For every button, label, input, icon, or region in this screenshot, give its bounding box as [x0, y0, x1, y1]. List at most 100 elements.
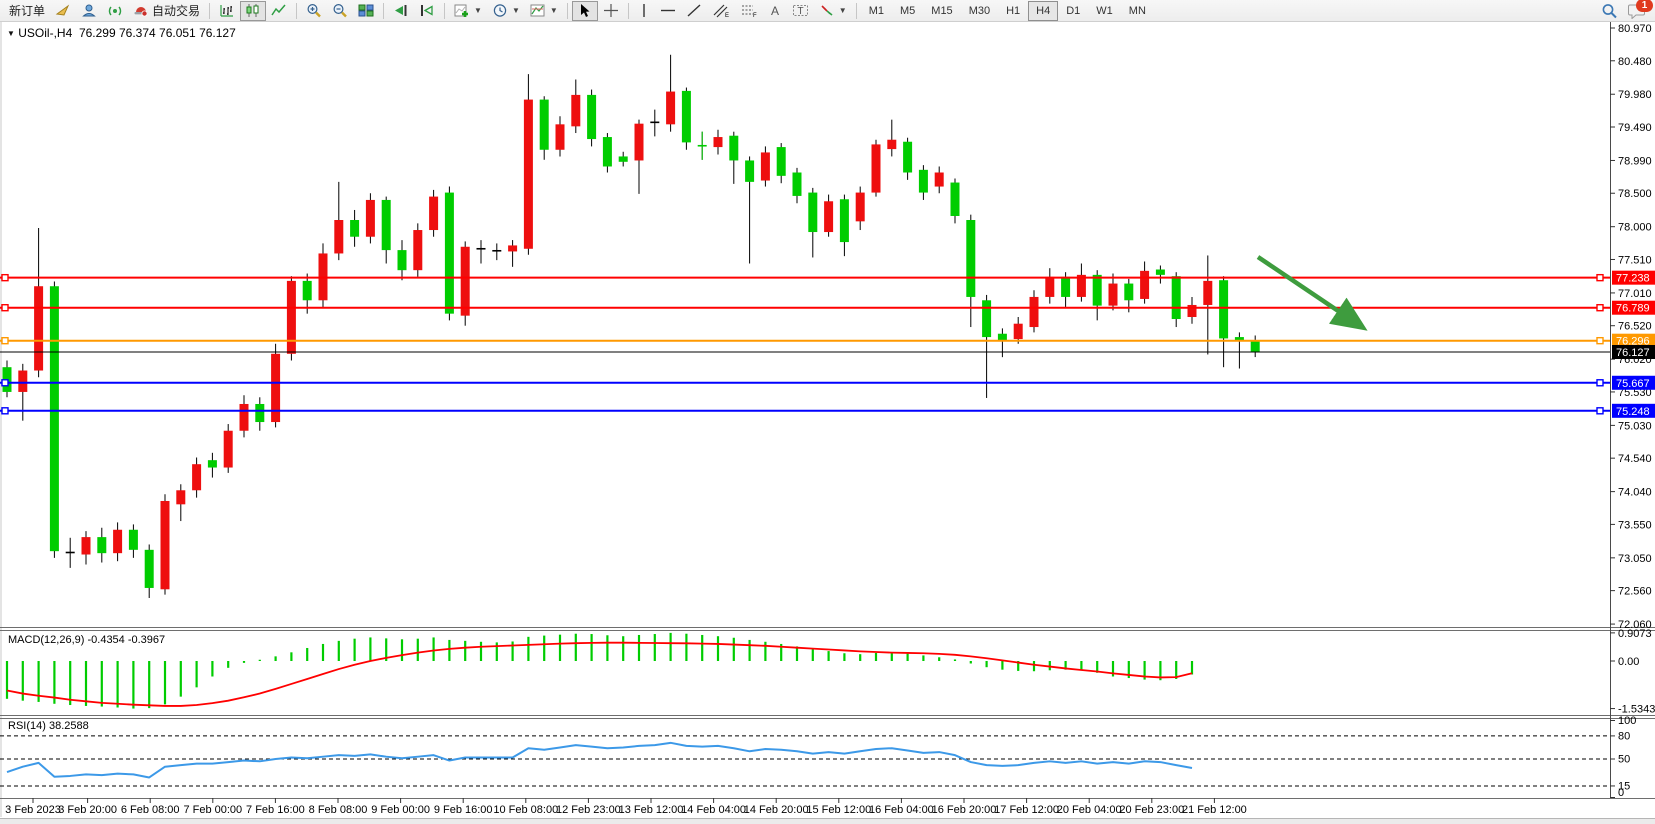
macd-axis: 0.9073 0.00 -1.5343 — [1610, 628, 1655, 716]
svg-text:75.530: 75.530 — [1618, 387, 1652, 399]
timeframe-d1-button[interactable]: D1 — [1058, 1, 1088, 21]
svg-text:0: 0 — [1618, 787, 1624, 799]
new-order-button[interactable]: 新订单 — [4, 1, 50, 21]
svg-text:T: T — [797, 6, 803, 17]
line-chart-mode-button[interactable] — [266, 1, 292, 21]
trendline-icon — [686, 3, 702, 18]
timeframe-h1-button[interactable]: H1 — [998, 1, 1028, 21]
rsi-line — [6, 741, 1193, 779]
svg-text:76.127: 76.127 — [1616, 347, 1650, 359]
market-watch-button[interactable] — [50, 1, 76, 21]
arrows-tool-button[interactable]: ▼ — [814, 1, 852, 21]
auto-trading-button[interactable]: 自动交易 — [128, 1, 205, 21]
chart-window-title[interactable]: ▼ USOil-,H4 76.299 76.374 76.051 76.127 — [7, 26, 236, 40]
dropdown-caret-icon[interactable]: ▼ — [838, 6, 847, 15]
cursor-icon — [577, 3, 593, 18]
svg-text:14 Feb 04:00: 14 Feb 04:00 — [681, 804, 746, 816]
svg-text:76.296: 76.296 — [1616, 336, 1650, 348]
svg-text:75.667: 75.667 — [1616, 378, 1650, 390]
timeframe-mn-button[interactable]: MN — [1121, 1, 1154, 21]
rsi-dashed-levels — [0, 735, 1610, 787]
zoom-out-button[interactable] — [327, 1, 353, 21]
svg-text:15: 15 — [1618, 780, 1630, 792]
svg-text:21 Feb 12:00: 21 Feb 12:00 — [1182, 804, 1247, 816]
timeframe-m15-button[interactable]: M15 — [923, 1, 960, 21]
svg-text:73.050: 73.050 — [1618, 553, 1652, 565]
add-indicator-icon — [454, 3, 470, 18]
periods-button[interactable]: ▼ — [487, 1, 525, 21]
text-tool-button[interactable]: A — [763, 1, 787, 21]
macd-pane — [5, 632, 1194, 709]
macd-name: MACD(12,26,9) — [8, 634, 85, 646]
text-label-icon: T — [792, 3, 809, 18]
tile-windows-button[interactable] — [353, 1, 379, 21]
candlestick-mode-button[interactable] — [240, 0, 267, 21]
crosshair-tool-button[interactable] — [598, 1, 624, 21]
zoom-in-icon — [306, 3, 322, 18]
equidistant-channel-tool-button[interactable]: E — [707, 1, 735, 21]
svg-text:8 Feb 08:00: 8 Feb 08:00 — [309, 804, 368, 816]
signal-icon — [107, 3, 123, 18]
toolbar-separator — [566, 2, 568, 19]
timeframe-m30-button[interactable]: M30 — [961, 1, 998, 21]
svg-text:3 Feb 20:00: 3 Feb 20:00 — [58, 804, 117, 816]
toolbar-separator — [296, 2, 298, 19]
svg-text:6 Feb 08:00: 6 Feb 08:00 — [121, 804, 180, 816]
signals-button[interactable] — [102, 1, 128, 21]
dropdown-caret-icon[interactable]: ▼ — [549, 6, 558, 15]
profiles-button[interactable] — [76, 1, 102, 21]
macd-values: -0.4354 -0.3967 — [87, 634, 166, 646]
text-label-tool-button[interactable]: T — [787, 1, 814, 21]
chart-shift-button[interactable] — [414, 1, 440, 21]
templates-button[interactable]: ▼ — [525, 1, 563, 21]
timeframe-m5-button[interactable]: M5 — [892, 1, 923, 21]
svg-text:75.248: 75.248 — [1616, 406, 1650, 418]
expert-advisor-icon — [133, 3, 149, 18]
trendline-tool-button[interactable] — [681, 1, 707, 21]
rsi-indicator-label: RSI(14) 38.2588 — [8, 720, 89, 732]
channel-icon: E — [712, 3, 730, 18]
horizontal-line-icon — [660, 3, 676, 18]
auto-scroll-button[interactable] — [388, 1, 414, 21]
svg-text:75.030: 75.030 — [1618, 420, 1652, 432]
horizontal-line-tool-button[interactable] — [655, 1, 681, 21]
rsi-axis: 100 80 50 150 — [1610, 715, 1636, 799]
bar-chart-mode-button[interactable] — [214, 1, 240, 21]
zoom-in-button[interactable] — [301, 1, 327, 21]
add-indicator-button[interactable]: ▼ — [449, 1, 487, 21]
clock-icon — [492, 3, 508, 18]
svg-text:A: A — [771, 4, 779, 18]
dropdown-caret-icon[interactable]: ▼ — [474, 6, 482, 15]
macd-signal-line — [6, 641, 1193, 707]
svg-text:80.970: 80.970 — [1618, 23, 1652, 35]
svg-text:7 Feb 00:00: 7 Feb 00:00 — [183, 804, 242, 816]
template-icon — [530, 3, 546, 18]
svg-text:9 Feb 16:00: 9 Feb 16:00 — [434, 804, 493, 816]
svg-text:20 Feb 04:00: 20 Feb 04:00 — [1057, 804, 1122, 816]
cursor-tool-button[interactable] — [571, 0, 598, 21]
svg-text:80: 80 — [1618, 730, 1630, 742]
svg-text:76.789: 76.789 — [1616, 303, 1650, 315]
timeframe-w1-button[interactable]: W1 — [1088, 1, 1121, 21]
toolbar-separator — [444, 2, 446, 19]
timeframe-h4-button[interactable]: H4 — [1028, 0, 1059, 21]
vertical-line-tool-button[interactable] — [633, 1, 655, 21]
symbol-period-label: USOil-,H4 — [18, 26, 73, 40]
price-axis[interactable]: 80.970 80.480 79.980 79.490 78.990 78.500 78.0… — [1610, 23, 1655, 631]
timeframe-m1-button[interactable]: M1 — [861, 1, 892, 21]
window-menu-icon[interactable]: ▼ — [7, 29, 15, 38]
search-button[interactable] — [1596, 1, 1623, 21]
svg-text:9 Feb 00:00: 9 Feb 00:00 — [371, 804, 430, 816]
fibonacci-tool-button[interactable]: F — [735, 1, 763, 21]
text-a-icon: A — [768, 3, 782, 18]
svg-text:16 Feb 20:00: 16 Feb 20:00 — [932, 804, 997, 816]
svg-text:E: E — [725, 13, 729, 18]
dropdown-caret-icon[interactable]: ▼ — [511, 6, 520, 15]
notifications-button[interactable]: 1 — [1623, 0, 1653, 21]
svg-text:78.500: 78.500 — [1618, 188, 1652, 200]
arrows-icon — [819, 3, 835, 18]
svg-text:100: 100 — [1618, 715, 1636, 727]
